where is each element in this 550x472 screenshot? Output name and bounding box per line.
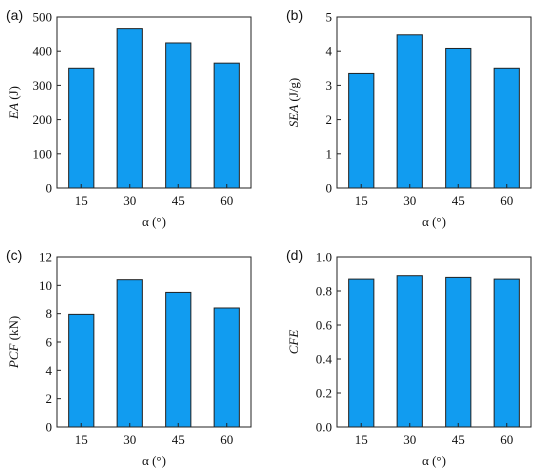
- bar-30: [116, 28, 143, 189]
- plot-frame: [336, 256, 532, 428]
- y-axis-label: SEA (J/g): [286, 78, 301, 127]
- y-tick-label: 1.0: [316, 250, 332, 265]
- bar-60: [493, 67, 520, 189]
- y-axis-label: PCF (kN): [6, 316, 21, 369]
- y-tick-label: 12: [39, 250, 52, 265]
- x-tick-label: 60: [220, 432, 233, 447]
- x-tick-label: 15: [355, 432, 368, 447]
- y-tick-label: 1: [326, 146, 333, 161]
- x-tick-label: 30: [123, 193, 136, 208]
- bar-30: [116, 279, 143, 428]
- y-tick-label: 0.6: [316, 318, 333, 333]
- y-tick-label: 0.8: [316, 284, 332, 299]
- plot-frame: [336, 16, 532, 189]
- bar-45: [445, 47, 472, 189]
- y-tick-label: 2: [46, 391, 53, 406]
- bar-45: [165, 291, 192, 428]
- y-tick-label: 500: [33, 10, 53, 25]
- x-tick-label: 45: [452, 193, 465, 208]
- bar-60: [213, 62, 240, 189]
- bar-45: [445, 276, 472, 428]
- panel-label: (c): [6, 247, 22, 263]
- x-tick-label: 45: [452, 432, 465, 447]
- y-tick-label: 0: [326, 181, 333, 196]
- x-axis-label: α (°): [422, 214, 446, 229]
- y-tick-label: 5: [326, 10, 333, 25]
- bar-15: [68, 67, 95, 189]
- bar-15: [348, 278, 375, 428]
- x-tick-label: 30: [403, 432, 416, 447]
- x-tick-label: 30: [123, 432, 136, 447]
- panel-label: (a): [6, 7, 23, 23]
- y-tick-label: 10: [39, 278, 52, 293]
- y-tick-label: 0.0: [316, 420, 332, 435]
- x-tick-label: 15: [355, 193, 368, 208]
- y-tick-label: 0.2: [316, 386, 332, 401]
- y-tick-label: 4: [326, 44, 333, 59]
- y-tick-label: 2: [326, 112, 333, 127]
- plot-frame: [56, 16, 252, 189]
- x-tick-label: 60: [500, 432, 513, 447]
- x-axis-label: α (°): [142, 453, 166, 468]
- bar-15: [68, 313, 95, 428]
- y-tick-label: 0.4: [316, 352, 333, 367]
- y-tick-label: 6: [46, 335, 53, 350]
- y-tick-label: 200: [33, 112, 53, 127]
- x-tick-label: 60: [500, 193, 513, 208]
- x-tick-label: 15: [75, 193, 88, 208]
- x-axis-label: α (°): [142, 214, 166, 229]
- panel-label: (d): [286, 247, 303, 263]
- x-tick-label: 45: [172, 193, 185, 208]
- y-tick-label: 100: [33, 146, 53, 161]
- chart-panel-1: 0 100 200 300 400 500 15 30 45 60 α (°) EA (J) (a): [6, 7, 252, 229]
- bar-60: [213, 307, 240, 428]
- y-tick-label: 400: [33, 44, 53, 59]
- x-tick-label: 60: [220, 193, 233, 208]
- chart-panel-3: 0 2 4 6 8 10 12 15 30 45 60 α (°) PCF (kN) (c): [6, 247, 252, 468]
- y-tick-label: 0: [46, 420, 53, 435]
- y-axis-label: EA (J): [6, 86, 21, 120]
- y-tick-label: 0: [46, 181, 53, 196]
- x-tick-label: 45: [172, 432, 185, 447]
- bar-15: [348, 72, 375, 189]
- y-tick-label: 8: [46, 306, 53, 321]
- y-axis-label: CFE: [286, 330, 301, 355]
- x-tick-label: 15: [75, 432, 88, 447]
- y-tick-label: 300: [33, 78, 53, 93]
- y-tick-label: 3: [326, 78, 333, 93]
- bar-45: [165, 42, 192, 189]
- x-tick-label: 30: [403, 193, 416, 208]
- bar-30: [396, 34, 423, 189]
- bar-30: [396, 275, 423, 428]
- bar-60: [493, 278, 520, 428]
- chart-panel-4: 0.0 0.2 0.4 0.6 0.8 1.0 15 30 45 60 α (°) CFE (d): [286, 247, 532, 468]
- y-tick-label: 4: [46, 363, 53, 378]
- x-axis-label: α (°): [422, 453, 446, 468]
- panel-label: (b): [286, 7, 303, 23]
